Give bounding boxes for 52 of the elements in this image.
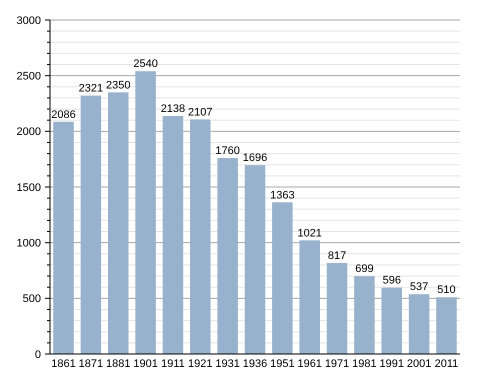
- data-label: 537: [410, 281, 428, 294]
- bar: [408, 294, 430, 354]
- x-tick-label: 1981: [352, 358, 377, 370]
- y-tick-label: 2000: [16, 126, 41, 138]
- x-tick-label: 1881: [106, 358, 130, 370]
- data-label: 1760: [215, 145, 240, 158]
- bar: [326, 263, 348, 354]
- data-label: 596: [382, 274, 401, 287]
- bar: [354, 276, 375, 354]
- x-tick-label: 1921: [188, 358, 213, 370]
- bar: [108, 92, 128, 354]
- bar: [436, 297, 457, 354]
- data-label: 2107: [188, 106, 213, 118]
- data-label: 2350: [106, 79, 130, 92]
- x-tick-label: 2001: [406, 358, 432, 370]
- bar: [162, 116, 184, 354]
- x-tick-label: 1871: [78, 358, 104, 370]
- bar: [53, 122, 74, 354]
- y-tick-label: 2500: [16, 70, 41, 83]
- y-tick-label: 0: [34, 348, 41, 361]
- x-tick-label: 1901: [133, 358, 158, 370]
- x-tick-label: 1861: [51, 358, 76, 370]
- data-label: 2540: [133, 58, 158, 70]
- x-tick-label: 1961: [297, 358, 322, 370]
- bar: [190, 119, 211, 354]
- data-label: 1696: [242, 152, 268, 164]
- data-label: 2321: [78, 82, 104, 95]
- data-label: 2138: [160, 102, 186, 115]
- data-label: 699: [355, 263, 374, 276]
- data-label: 1021: [297, 227, 322, 240]
- y-tick-label: 1000: [16, 238, 41, 250]
- bar: [80, 96, 102, 354]
- x-tick-label: 1936: [242, 358, 268, 370]
- y-tick-label: 1500: [16, 182, 41, 194]
- bar: [217, 158, 238, 354]
- bar: [244, 165, 266, 354]
- bar: [382, 288, 402, 354]
- x-tick-label: 1971: [324, 358, 350, 370]
- data-label: 1363: [270, 189, 295, 202]
- x-tick-label: 1931: [215, 358, 240, 370]
- bar: [135, 71, 156, 354]
- x-tick-label: 1991: [380, 358, 404, 370]
- data-label: 817: [328, 250, 346, 262]
- data-label: 510: [437, 284, 456, 296]
- y-tick-label: 3000: [16, 14, 41, 27]
- x-tick-label: 2011: [434, 358, 458, 370]
- x-tick-label: 1911: [161, 358, 185, 370]
- data-label: 2086: [51, 108, 76, 121]
- x-tick-label: 1951: [270, 358, 295, 370]
- bar: [299, 240, 320, 354]
- y-tick-label: 500: [22, 293, 41, 306]
- bar: [272, 202, 293, 354]
